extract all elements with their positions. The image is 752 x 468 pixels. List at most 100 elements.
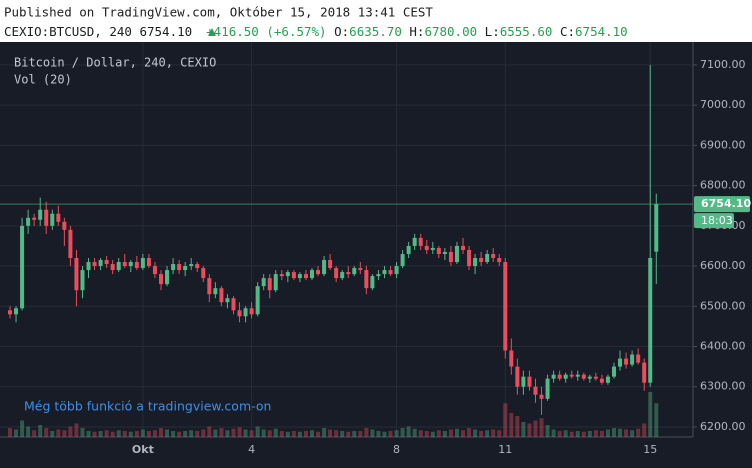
h-label: H: xyxy=(409,24,424,39)
o-label: O: xyxy=(334,24,349,39)
candle-body xyxy=(346,272,351,275)
volume-bar xyxy=(636,428,641,437)
volume-bar xyxy=(563,430,568,437)
candle-body xyxy=(636,354,641,363)
volume-bar xyxy=(642,423,647,437)
candle-body xyxy=(146,258,151,267)
volume-bar xyxy=(189,430,194,437)
x-tick-label: 15 xyxy=(643,443,657,456)
volume-bar xyxy=(195,431,200,437)
volume-bar xyxy=(394,430,399,437)
candle-body xyxy=(539,394,544,399)
candle-body xyxy=(201,268,206,279)
volume-bar xyxy=(461,430,465,437)
volume-bar xyxy=(503,403,508,437)
candle-body xyxy=(285,272,290,277)
candle-body xyxy=(219,288,224,303)
candle-body xyxy=(140,258,145,269)
volume-bar xyxy=(128,431,133,437)
y-tick-label: 6300.00 xyxy=(700,380,746,393)
volume-label: Vol (20) xyxy=(14,73,72,87)
volume-bar xyxy=(430,431,435,437)
candle-body xyxy=(38,209,43,220)
volume-bar xyxy=(68,426,73,437)
volume-bar xyxy=(569,431,574,437)
volume-bar xyxy=(310,430,314,437)
volume-bar xyxy=(8,428,12,437)
volume-bar xyxy=(491,429,496,437)
volume-bar xyxy=(279,431,284,437)
volume-bar xyxy=(32,430,37,437)
volume-bar xyxy=(551,429,556,437)
volume-bar xyxy=(630,430,635,437)
chart-bg xyxy=(0,42,752,468)
candle-body xyxy=(56,213,61,222)
volume-bar xyxy=(20,420,25,437)
candle-body xyxy=(159,274,163,285)
volume-bar xyxy=(285,431,290,437)
c: 6754.10 xyxy=(575,24,628,39)
candle-body xyxy=(122,262,127,267)
volume-bar xyxy=(370,429,375,437)
volume-bar xyxy=(38,425,43,437)
promo[interactable]: Még több funkció a tradingview.com-on xyxy=(24,399,271,414)
volume-bar xyxy=(261,429,266,437)
volume-bar xyxy=(539,418,544,437)
volume-bar xyxy=(376,431,381,437)
volume-bar xyxy=(388,431,393,437)
candle-body xyxy=(32,217,37,220)
candle-body xyxy=(68,229,73,259)
candle-body xyxy=(497,258,502,263)
candle-body xyxy=(448,251,453,263)
volume-bar xyxy=(92,431,97,437)
volume-bar xyxy=(14,429,19,437)
volume-bar xyxy=(116,430,121,437)
volume-bar xyxy=(243,429,248,437)
volume-bar xyxy=(605,429,610,437)
volume-bar xyxy=(340,431,345,437)
candle-body xyxy=(14,308,19,315)
volume-bar xyxy=(364,428,369,437)
volume-bar xyxy=(418,430,423,437)
candle-body xyxy=(165,270,170,285)
last-price-badge xyxy=(694,196,750,213)
volume-bar xyxy=(412,428,417,437)
volume-bar xyxy=(213,429,218,437)
symbol-line: CEXIO:BTCUSD, 240 6754.10 +416.50 (+6.57%… xyxy=(4,24,628,39)
candle-body xyxy=(231,298,236,311)
candle-body xyxy=(654,204,659,252)
x-tick-label: 8 xyxy=(393,443,400,456)
candle-body xyxy=(189,264,194,267)
volume-bar xyxy=(557,431,562,437)
o: 6635.70 xyxy=(349,24,402,39)
countdown-badge xyxy=(694,213,734,229)
y-tick-label: 6900.00 xyxy=(700,138,746,151)
volume-bar xyxy=(171,431,176,437)
candle-body xyxy=(225,298,230,303)
volume-bar xyxy=(612,428,616,437)
candle-body xyxy=(503,262,508,351)
volume-bar xyxy=(648,392,653,437)
volume-bar xyxy=(599,431,604,437)
candle-body xyxy=(630,354,635,365)
candle-body xyxy=(436,247,441,254)
candle-body xyxy=(521,376,526,387)
candle-body xyxy=(116,262,121,271)
x-tick-label: 11 xyxy=(498,443,512,456)
candle-body xyxy=(358,268,363,271)
volume-bar xyxy=(98,431,103,437)
volume-bar xyxy=(44,428,49,437)
candle-body xyxy=(648,258,653,383)
volume-bar xyxy=(382,431,387,437)
candle-body xyxy=(400,253,405,267)
volume-bar xyxy=(207,426,212,437)
y-tick-label: 6800.00 xyxy=(700,179,746,192)
volume-bar xyxy=(346,431,351,437)
candle-body xyxy=(491,253,496,259)
volume-bar xyxy=(467,428,472,437)
candle-body xyxy=(605,376,610,383)
volume-bar xyxy=(454,428,459,437)
candle-body xyxy=(557,374,562,379)
candle-body xyxy=(26,217,31,226)
volume-bar xyxy=(509,413,514,437)
